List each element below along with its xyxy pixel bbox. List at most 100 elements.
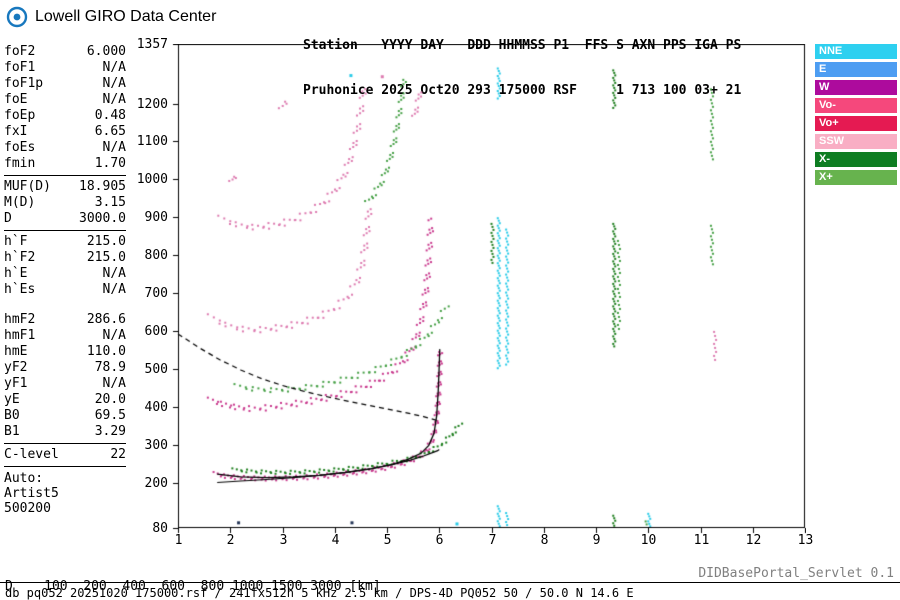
param-separator (4, 466, 126, 467)
param-value: 18.905 (79, 179, 126, 194)
giro-logo-icon (6, 6, 28, 28)
param-row-foF1p: foF1p N/A (4, 76, 126, 92)
legend-item-E: E (815, 62, 897, 77)
param-label: yF2 (4, 360, 28, 375)
param-label: h`F (4, 234, 28, 249)
y-axis-labels: 1357 1200 1100 1000 900 800 700 600 500 400 300 200… (126, 37, 168, 544)
param-row-hF2: h`F2 215.0 (4, 250, 126, 266)
param-row-foEp: foEp 0.48 (4, 108, 126, 124)
param-separator (4, 230, 126, 231)
param-row-foEs: foEs N/A (4, 140, 126, 156)
y-axis-tick-label: 700 (144, 286, 168, 301)
x-axis-tick-label: 10 (640, 533, 657, 548)
param-label: C-level (4, 447, 59, 462)
x-axis-tick-label: 11 (693, 533, 710, 548)
autoscaling-line: 500200 (4, 501, 51, 516)
param-value: N/A (102, 140, 126, 155)
param-row-hmF2: hmF2 286.6 (4, 312, 126, 328)
param-label: yF1 (4, 376, 28, 391)
param-row-B1: B1 3.29 (4, 424, 126, 440)
param-label: D (4, 211, 12, 226)
y-axis-tick-label: 600 (144, 324, 168, 339)
param-label: h`F2 (4, 250, 36, 265)
param-value: 78.9 (94, 360, 126, 375)
legend-item-Vo: Vo- (815, 98, 897, 113)
param-row-fmin: fmin 1.70 (4, 156, 126, 172)
param-row-Clevel: C-level 22 (4, 447, 126, 463)
y-axis-tick-label: 1100 (136, 134, 168, 149)
legend-item-X: X- (815, 152, 897, 167)
app-logo: Lowell GIRO Data Center (6, 6, 216, 28)
param-label: fxI (4, 124, 28, 139)
y-axis-tick-label: 1357 (136, 37, 168, 52)
param-row-yF2: yF2 78.9 (4, 360, 126, 376)
legend-item-Vo: Vo+ (815, 116, 897, 131)
param-value: N/A (102, 266, 126, 281)
param-value: N/A (102, 60, 126, 75)
param-value: 215.0 (86, 234, 126, 249)
param-value: N/A (102, 76, 126, 91)
param-separator (4, 175, 126, 176)
param-label: foF1p (4, 76, 44, 91)
x-axis-tick-label: 3 (279, 533, 288, 548)
param-row-hEs: h`Es N/A (4, 282, 126, 298)
param-value: 3.15 (94, 195, 126, 210)
servlet-version: DIDBasePortal_Servlet 0.1 (698, 566, 894, 581)
param-value: N/A (102, 92, 126, 107)
y-axis-tick-label: 200 (144, 476, 168, 491)
param-label: foE (4, 92, 28, 107)
footer-divider (0, 582, 900, 583)
y-axis-tick-label: 800 (144, 248, 168, 263)
x-axis-labels: 1 2 3 4 5 6 7 8 9 10 11 12 13 (170, 533, 820, 548)
param-row-MUFD: MUF(D) 18.905 (4, 179, 126, 195)
x-axis-tick-label: 8 (540, 533, 549, 548)
param-value: 0.48 (94, 108, 126, 123)
param-separator (4, 443, 126, 444)
y-axis-tick-label: 900 (144, 210, 168, 225)
param-value: 110.0 (86, 344, 126, 359)
param-label: fmin (4, 156, 36, 171)
param-label: foF1 (4, 60, 36, 75)
x-axis-tick-label: 5 (383, 533, 392, 548)
legend-item-X: X+ (815, 170, 897, 185)
param-row-yE: yE 20.0 (4, 392, 126, 408)
x-axis-tick-label: 1 (174, 533, 183, 548)
x-axis-tick-label: 12 (745, 533, 762, 548)
parameter-panel: foF2 6.000 foF1 N/A foF1p N/A foE N/A foEp 0.48 fx… (4, 44, 126, 516)
param-value: 22 (110, 447, 126, 462)
param-value: 69.5 (94, 408, 126, 423)
y-axis-tick-label: 300 (144, 438, 168, 453)
param-value: 20.0 (94, 392, 126, 407)
x-axis-tick-label: 6 (435, 533, 444, 548)
x-axis-tick-label: 7 (488, 533, 497, 548)
param-row-hE: h`E N/A (4, 266, 126, 282)
echo-type-legend: NNE E W Vo- Vo+ SSW X- X+ (815, 44, 897, 188)
param-value: 6.000 (86, 44, 126, 59)
param-label: foEs (4, 140, 36, 155)
app-logo-text: Lowell GIRO Data Center (35, 8, 217, 25)
param-row-yF1: yF1 N/A (4, 376, 126, 392)
ionogram-canvas (170, 44, 806, 536)
param-row-foE: foE N/A (4, 92, 126, 108)
param-label: B1 (4, 424, 20, 439)
param-gap (4, 298, 126, 312)
param-label: hmF1 (4, 328, 36, 343)
param-value: N/A (102, 376, 126, 391)
autoscaling-line: Auto: (4, 471, 44, 486)
param-label: B0 (4, 408, 20, 423)
y-axis-tick-label: 80 (152, 521, 168, 536)
param-row-MD: M(D) 3.15 (4, 195, 126, 211)
param-row-D: D 3000.0 (4, 211, 126, 227)
param-value: 3.29 (94, 424, 126, 439)
legend-item-NNE: NNE (815, 44, 897, 59)
param-value: 215.0 (86, 250, 126, 265)
param-value: 6.65 (94, 124, 126, 139)
param-value: 1.70 (94, 156, 126, 171)
y-axis-tick-label: 1200 (136, 97, 168, 112)
param-value: 286.6 (86, 312, 126, 327)
param-label: MUF(D) (4, 179, 51, 194)
param-row-foF2: foF2 6.000 (4, 44, 126, 60)
param-row-hmF1: hmF1 N/A (4, 328, 126, 344)
x-axis-tick-label: 2 (226, 533, 235, 548)
